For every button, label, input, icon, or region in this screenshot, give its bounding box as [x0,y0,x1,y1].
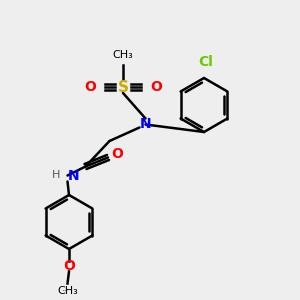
Text: S: S [118,80,128,94]
Text: O: O [111,148,123,161]
Text: N: N [68,169,79,182]
Text: H: H [52,170,60,181]
Text: CH₃: CH₃ [112,50,134,60]
Text: O: O [63,259,75,272]
Text: O: O [84,80,96,94]
Text: CH₃: CH₃ [57,286,78,296]
Text: O: O [150,80,162,94]
Text: N: N [140,118,151,131]
Text: Cl: Cl [198,55,213,69]
Text: methoxy: methoxy [63,290,69,291]
